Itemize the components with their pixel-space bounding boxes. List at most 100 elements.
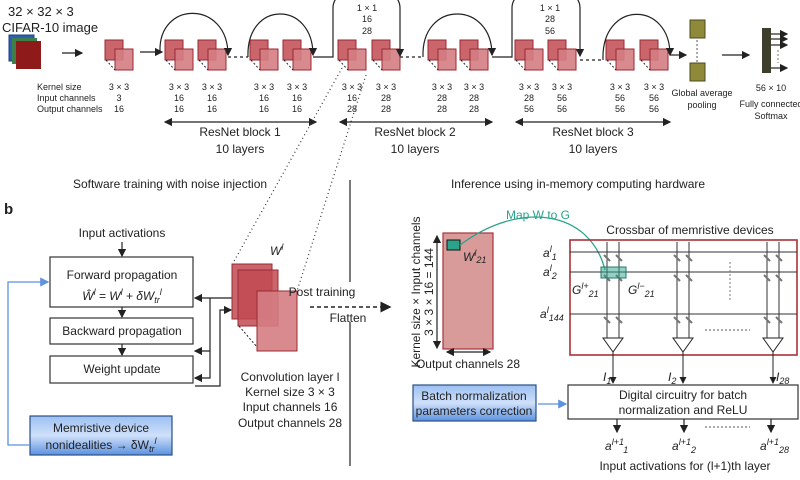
input-name: CIFAR-10 image	[2, 20, 98, 35]
g-minus-label: Gl−21	[628, 281, 655, 299]
amplifier-icon	[672, 337, 694, 353]
layer-value: 56	[557, 93, 567, 103]
output-a1: al+11	[605, 437, 628, 455]
input-activations-label: Input activations	[79, 226, 166, 240]
memristor-device	[615, 316, 623, 324]
layer-value: 3 × 3	[610, 82, 630, 92]
row-a1: al1	[543, 244, 557, 262]
memristor-device	[685, 274, 693, 282]
fc-size: 56 × 10	[756, 83, 786, 93]
fc-label: Fully connected	[739, 99, 800, 109]
panel-b: b Software training with noise injection…	[4, 177, 799, 473]
forward-label: Forward propagation	[67, 268, 178, 282]
rgb-image-icon	[8, 34, 41, 69]
memristor-device	[763, 274, 771, 282]
layer-value: 3 × 3	[644, 82, 664, 92]
layer-value: 56	[649, 104, 659, 114]
map-curve	[459, 216, 606, 271]
layer-value: 16	[207, 104, 217, 114]
input-size: 32 × 32 × 3	[8, 4, 74, 19]
conv-layer-icon	[249, 39, 279, 71]
weight-update-label: Weight update	[83, 362, 160, 376]
conv-layer-icons	[104, 39, 669, 71]
memristor-device	[673, 254, 681, 262]
memristor-device	[775, 274, 783, 282]
layer-value: 3 × 3	[464, 82, 484, 92]
nonideal-line1: Memristive device	[53, 421, 149, 435]
memristor-device	[685, 316, 693, 324]
layer-value: 16	[174, 93, 184, 103]
layer-value: 16	[292, 104, 302, 114]
softmax-label: Softmax	[754, 111, 788, 121]
memristor-device	[775, 254, 783, 262]
row-a2: al2	[543, 263, 557, 281]
selected-device-pair	[600, 266, 627, 279]
post-training-label: Post training	[289, 285, 356, 299]
layer-value: 16	[292, 93, 302, 103]
batchnorm-line2: parameters correction	[416, 404, 533, 418]
block2-layers: 10 layers	[391, 142, 440, 156]
conv-layer-icon	[164, 39, 194, 71]
layer-value: 28	[437, 104, 447, 114]
panel-b-label: b	[4, 201, 13, 218]
skip2-kernel: 1 × 1	[540, 3, 560, 13]
conv-layer-icon	[427, 39, 457, 71]
layer-value: 16	[174, 104, 184, 114]
batchnorm-correction-box	[412, 384, 537, 422]
conv-layer-icon	[197, 39, 227, 71]
forward-formula: Ŵl = Wl + δWtrl	[82, 287, 163, 305]
conv-info-1: Convolution layer l	[241, 370, 340, 384]
conv-weight-icon	[231, 263, 298, 352]
layer-value: 16	[259, 104, 269, 114]
conv-layer-icon	[104, 39, 134, 71]
block3-name: ResNet block 3	[552, 125, 634, 139]
conv-layer-icon	[459, 39, 489, 71]
layer-value: 28	[469, 93, 479, 103]
layer-value: 28	[347, 104, 357, 114]
conv-layer-icon	[605, 39, 635, 71]
amplifier-icon	[762, 337, 784, 353]
layer-value: 3 × 3	[169, 82, 189, 92]
crossbar-grid	[570, 242, 797, 384]
layer-value: 3 × 3	[519, 82, 539, 92]
memristor-device	[673, 274, 681, 282]
matrix-ylabel: Kernel size × Input channels	[409, 216, 423, 367]
digital-circuitry-box	[567, 384, 799, 420]
skip2-out: 56	[545, 26, 555, 36]
layer-value: 28	[524, 93, 534, 103]
layer-value: 56	[649, 93, 659, 103]
output-a28: al+128	[760, 437, 789, 455]
digital-line2: normalization and ReLU	[619, 403, 748, 417]
layer-value: 3 × 3	[202, 82, 222, 92]
flatten-label: Flatten	[330, 311, 367, 325]
noise-feedback-arrow	[7, 277, 50, 446]
conv-layer-icon	[639, 39, 669, 71]
skip2-in: 28	[545, 14, 555, 24]
row-a144: al144	[540, 305, 564, 323]
conv-layer-icon	[337, 39, 367, 71]
conv-layer-icon	[547, 39, 577, 71]
weight-arrows	[193, 293, 233, 387]
layer-value: 16	[207, 93, 217, 103]
pooling-icon	[689, 19, 706, 82]
layer-value: 28	[469, 104, 479, 114]
weight-matrix	[442, 232, 494, 350]
batchnorm-line1: Batch normalization	[421, 389, 526, 403]
layer-value: 3 × 3	[254, 82, 274, 92]
layer-value: 3 × 3	[552, 82, 572, 92]
layer-value: 3 × 3	[376, 82, 396, 92]
memristor-device	[763, 254, 771, 262]
layer-value: 16	[347, 93, 357, 103]
w-label: Wl	[270, 242, 284, 258]
output-arrows	[612, 419, 776, 434]
memristor-device	[763, 316, 771, 324]
skip1-kernel: 1 × 1	[357, 3, 377, 13]
layer-value: 3 × 3	[432, 82, 452, 92]
crossbar-title: Crossbar of memristive devices	[606, 223, 773, 237]
layer-value: 3 × 3	[342, 82, 362, 92]
weight-element-label: Wl21	[463, 248, 486, 265]
current-2: I2	[668, 370, 676, 386]
